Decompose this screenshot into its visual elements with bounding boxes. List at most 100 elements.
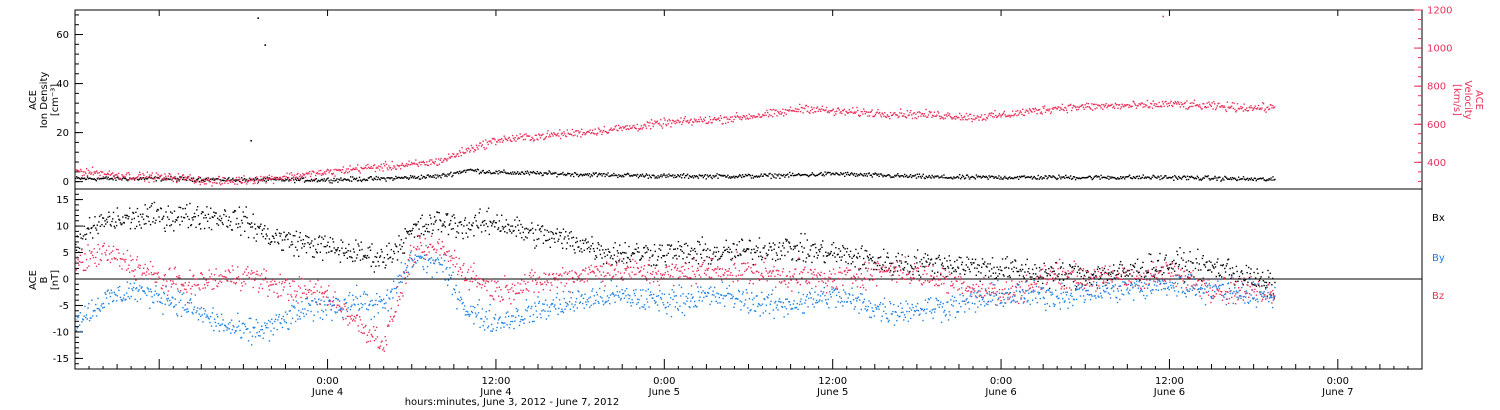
velocity-point <box>367 163 369 166</box>
bx-point <box>297 240 299 243</box>
bz-point <box>108 253 111 255</box>
velocity-point <box>974 118 976 121</box>
density-point <box>897 172 899 175</box>
bz-point <box>419 241 422 244</box>
density-point <box>808 175 811 177</box>
bx-point <box>944 267 947 270</box>
bx-point <box>813 255 815 258</box>
bz-point <box>307 289 309 291</box>
density-point <box>836 172 838 175</box>
bx-point <box>436 211 439 214</box>
bx-point <box>450 219 452 222</box>
velocity-point <box>1250 105 1252 107</box>
density-point <box>609 175 611 177</box>
velocity-point <box>1272 104 1274 107</box>
velocity-point <box>810 106 813 108</box>
density-point <box>569 172 571 175</box>
velocity-point <box>735 116 737 118</box>
bz-point <box>381 340 383 342</box>
density-point <box>1051 176 1053 179</box>
velocity-point <box>1192 105 1194 108</box>
velocity-point <box>433 162 436 165</box>
velocity-point <box>242 179 244 181</box>
bz-point <box>341 307 343 309</box>
velocity-point <box>1082 106 1085 108</box>
density-point <box>866 175 869 177</box>
velocity-point <box>559 137 562 140</box>
velocity-point <box>846 112 849 114</box>
density-point <box>211 178 213 181</box>
velocity-point <box>1189 102 1192 105</box>
density-point <box>495 170 497 172</box>
density-point <box>693 175 696 177</box>
bx-point <box>905 261 907 263</box>
bx-point <box>1132 264 1134 267</box>
bz-point <box>270 280 272 283</box>
density-point <box>492 172 494 174</box>
velocity-point <box>896 114 899 117</box>
density-point <box>687 177 690 179</box>
bz-point <box>105 249 108 252</box>
bx-point <box>504 230 506 233</box>
bz-point <box>199 289 201 291</box>
bottom-left-tick-label: 0 <box>63 275 69 286</box>
bx-point <box>590 245 592 247</box>
bx-point <box>226 225 228 228</box>
bx-point <box>852 255 855 258</box>
density-point <box>821 174 823 177</box>
velocity-point <box>723 116 725 119</box>
bx-point <box>183 216 185 219</box>
bx-point <box>972 262 974 264</box>
velocity-point <box>409 164 411 166</box>
density-point <box>275 179 277 181</box>
density-point <box>103 177 105 179</box>
density-point <box>91 178 94 180</box>
bx-point <box>531 222 533 224</box>
velocity-point <box>694 120 697 122</box>
velocity-point <box>1052 108 1054 111</box>
bz-point <box>436 241 439 243</box>
velocity-point <box>380 163 383 166</box>
velocity-point <box>820 108 823 110</box>
density-point <box>198 181 201 183</box>
bz-point <box>436 249 438 251</box>
bz-point <box>458 257 460 260</box>
velocity-point <box>825 106 828 109</box>
bx-point <box>630 255 633 257</box>
bz-point <box>361 323 363 326</box>
bx-point <box>922 265 924 268</box>
density-point <box>1073 176 1076 178</box>
density-point <box>358 176 361 179</box>
density-point <box>197 177 200 180</box>
density-point <box>666 174 668 176</box>
density-point <box>457 171 459 173</box>
velocity-point <box>777 110 779 113</box>
velocity-point <box>1187 107 1190 109</box>
velocity-point <box>1134 103 1136 105</box>
bx-point <box>1273 297 1275 299</box>
bz-point <box>161 288 163 290</box>
density-point <box>296 177 299 179</box>
velocity-point <box>1203 103 1205 105</box>
velocity-point <box>412 162 414 165</box>
velocity-point <box>430 163 432 165</box>
bx-point <box>1268 281 1271 284</box>
bx-point <box>439 219 441 221</box>
velocity-point <box>981 119 984 121</box>
velocity-point <box>1091 103 1093 105</box>
velocity-point <box>294 177 297 179</box>
bz-point <box>145 274 147 276</box>
bx-point <box>152 217 155 219</box>
density-point <box>222 179 224 182</box>
velocity-point <box>1145 104 1148 107</box>
velocity-point <box>101 171 103 173</box>
velocity-point <box>354 168 356 170</box>
density-point <box>1118 178 1120 180</box>
top-panel-frame <box>74 9 1423 190</box>
bx-point <box>725 239 727 242</box>
velocity-point <box>813 107 815 109</box>
velocity-point <box>309 175 312 178</box>
bx-point <box>1101 273 1103 276</box>
bx-point <box>597 242 599 244</box>
density-point <box>753 175 756 178</box>
